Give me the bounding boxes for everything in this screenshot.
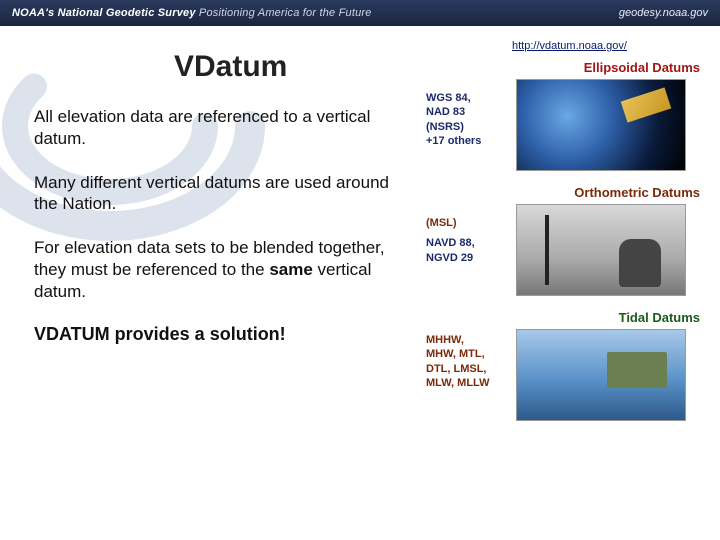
header-agency: National Geodetic Survey [58, 7, 196, 19]
header-tagline: Positioning America for the Future [199, 7, 372, 19]
tidal-labels: MHHW, MHW, MTL, DTL, LMSL, MLW, MLLW [426, 329, 508, 390]
header-site: geodesy.noaa.gov [619, 7, 708, 19]
header-org: NOAA's [12, 7, 54, 19]
ellipsoidal-heading: Ellipsoidal Datums [426, 60, 700, 75]
paragraph-3-bold: same [269, 260, 312, 279]
orthometric-msl: (MSL) [426, 216, 508, 230]
ellipsoidal-labels: WGS 84, NAD 83 (NSRS) +17 others [426, 79, 508, 148]
header-left: NOAA's National Geodetic Survey Position… [12, 7, 372, 19]
header-bar: NOAA's National Geodetic Survey Position… [0, 0, 720, 26]
earth-satellite-image [516, 79, 686, 171]
paragraph-1: All elevation data are referenced to a v… [34, 106, 406, 150]
vdatum-url-link[interactable]: http://vdatum.noaa.gov/ [512, 40, 700, 52]
orthometric-row: (MSL) NAVD 88, NGVD 29 [426, 204, 700, 296]
orthometric-labels: NAVD 88, NGVD 29 [426, 236, 508, 265]
paragraph-2: Many different vertical datums are used … [34, 172, 406, 216]
slide-title: VDatum [174, 50, 406, 84]
tidal-row: MHHW, MHW, MTL, DTL, LMSL, MLW, MLLW [426, 329, 700, 421]
content-area: VDatum All elevation data are referenced… [0, 26, 720, 540]
tidal-station-image [516, 329, 686, 421]
right-column: http://vdatum.noaa.gov/ Ellipsoidal Datu… [420, 26, 720, 540]
orthometric-labels-block: (MSL) NAVD 88, NGVD 29 [426, 204, 508, 265]
left-column: VDatum All elevation data are referenced… [0, 26, 420, 540]
paragraph-3: For elevation data sets to be blended to… [34, 237, 406, 302]
ellipsoidal-row: WGS 84, NAD 83 (NSRS) +17 others [426, 79, 700, 171]
orthometric-heading: Orthometric Datums [426, 185, 700, 200]
surveyor-image [516, 204, 686, 296]
tidal-heading: Tidal Datums [426, 310, 700, 325]
solution-text: VDATUM provides a solution! [34, 324, 406, 345]
